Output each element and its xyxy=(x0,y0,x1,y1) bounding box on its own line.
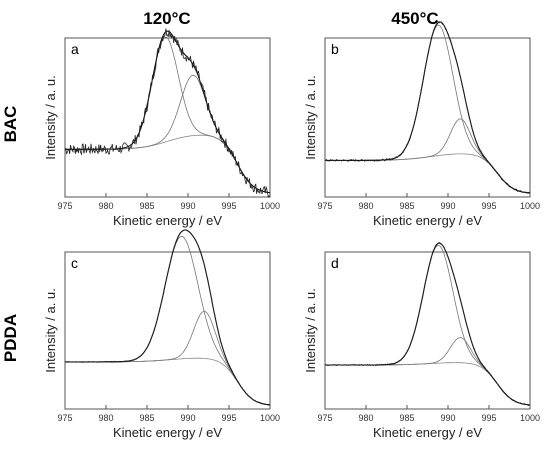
x-tick-label: 985 xyxy=(399,413,414,423)
row-title-bac: BAC xyxy=(1,106,20,143)
plot-frame xyxy=(324,37,531,198)
x-tick-label: 990 xyxy=(180,413,195,423)
x-axis-label: Kinetic energy / eV xyxy=(113,425,222,440)
panel-a: 975 980 985 990 995 1000 Kinetic energy / eV In… xyxy=(43,28,280,228)
panel-c: 975 980 985 990 995 1000 Kinetic energy / eV In… xyxy=(43,229,280,440)
panels: 975 980 985 990 995 1000 Kinetic energy / eV In… xyxy=(43,21,540,440)
background-line xyxy=(325,362,531,406)
fit-component-1 xyxy=(65,235,271,406)
x-tick-label: 1000 xyxy=(260,201,280,211)
row-title-pdda: PDDA xyxy=(1,314,20,362)
fit-envelope xyxy=(325,21,530,194)
plot-frame xyxy=(64,37,271,198)
x-tick-label: 995 xyxy=(481,201,496,211)
fit-component-2 xyxy=(65,311,271,406)
panel-letter: c xyxy=(71,255,78,271)
measured-spectrum xyxy=(64,28,271,199)
fit-envelope xyxy=(65,229,271,406)
plot-frame xyxy=(324,251,531,410)
fit-component-1 xyxy=(325,24,530,194)
x-tick-label: 995 xyxy=(221,201,236,211)
x-tick-label: 995 xyxy=(221,413,236,423)
fit-component-2 xyxy=(325,118,530,194)
column-title-120: 120°C xyxy=(143,9,190,28)
x-tick-label: 985 xyxy=(139,201,154,211)
x-tick-label: 980 xyxy=(98,201,113,211)
x-tick-label: 975 xyxy=(57,201,72,211)
x-tick-label: 1000 xyxy=(260,413,280,423)
x-axis-label: Kinetic energy / eV xyxy=(113,213,222,228)
fit-component-2 xyxy=(325,337,531,406)
x-tick-label: 995 xyxy=(481,413,496,423)
x-tick-label: 980 xyxy=(98,413,113,423)
x-tick-label: 985 xyxy=(139,413,154,423)
x-tick-label: 1000 xyxy=(520,201,540,211)
y-axis-label: Intensity / a. u. xyxy=(43,75,58,160)
x-tick-label: 985 xyxy=(399,201,414,211)
x-axis-label: Kinetic energy / eV xyxy=(373,425,482,440)
fit-envelope xyxy=(325,242,531,406)
x-tick-label: 980 xyxy=(358,201,373,211)
panel-letter: d xyxy=(331,255,339,271)
x-tick-label: 990 xyxy=(440,413,455,423)
measured-spectrum xyxy=(324,242,531,407)
x-tick-label: 980 xyxy=(358,413,373,423)
panel-b: 975 980 985 990 995 1000 Kinetic energy / eV In… xyxy=(303,21,540,228)
fit-component-1 xyxy=(325,244,531,406)
x-axis-label: Kinetic energy / eV xyxy=(373,213,482,228)
panel-letter: b xyxy=(331,41,339,57)
x-tick-label: 975 xyxy=(57,413,72,423)
panel-letter: a xyxy=(71,41,79,57)
y-axis-label: Intensity / a. u. xyxy=(303,75,318,160)
fit-component-2 xyxy=(65,74,271,194)
measured-spectrum xyxy=(324,21,531,194)
x-tick-label: 975 xyxy=(317,413,332,423)
column-title-450: 450°C xyxy=(391,9,438,28)
x-tick-label: 1000 xyxy=(520,413,540,423)
x-tick-label: 990 xyxy=(440,201,455,211)
y-axis-label: Intensity / a. u. xyxy=(43,288,58,373)
background-line xyxy=(65,357,271,406)
y-axis-label: Intensity / a. u. xyxy=(303,288,318,373)
measured-spectrum xyxy=(64,229,271,406)
x-tick-label: 975 xyxy=(317,201,332,211)
plot-frame xyxy=(64,251,271,410)
panel-d: 975 980 985 990 995 1000 Kinetic energy / eV In… xyxy=(303,242,540,440)
x-tick-label: 990 xyxy=(180,201,195,211)
